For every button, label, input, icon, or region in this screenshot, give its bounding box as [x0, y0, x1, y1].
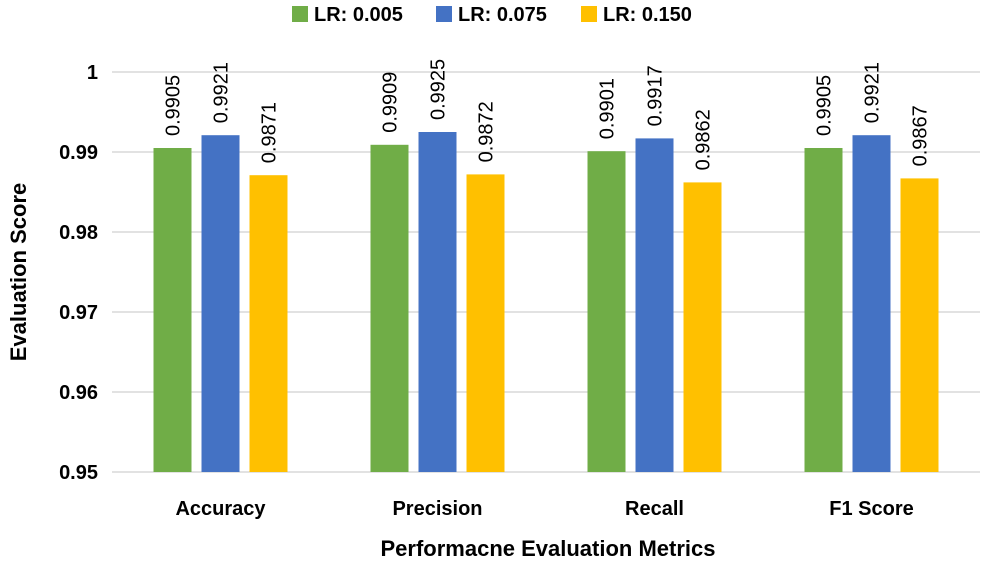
- bars: [153, 132, 939, 473]
- bar: [370, 144, 409, 473]
- legend-label: LR: 0.075: [458, 4, 547, 26]
- data-labels: 0.9905 0.9921 0.9871 0.9909 0.9925 0.9872 0.99…: [163, 59, 932, 171]
- bar: [249, 175, 288, 472]
- bar-value-label: 0.9862: [693, 109, 715, 170]
- legend-swatch: [292, 6, 308, 22]
- y-axis-ticks: 0.95 0.96 0.97 0.98 0.99 1: [59, 62, 98, 484]
- legend-swatch: [436, 6, 452, 22]
- legend-swatch: [581, 6, 597, 22]
- bar-value-label: 0.9921: [211, 62, 233, 123]
- y-tick-label: 0.97: [59, 302, 98, 324]
- bar: [900, 178, 939, 472]
- bar-value-label: 0.9917: [645, 65, 667, 126]
- bar: [683, 182, 722, 472]
- bar-value-label: 0.9905: [814, 75, 836, 136]
- legend-label: LR: 0.150: [603, 4, 692, 26]
- x-tick-label: Recall: [625, 498, 684, 520]
- bar-value-label: 0.9925: [428, 59, 450, 120]
- bar: [418, 132, 457, 472]
- x-tick-label: F1 Score: [829, 498, 913, 520]
- bar: [466, 174, 505, 472]
- bar: [201, 135, 240, 472]
- bar-value-label: 0.9909: [380, 72, 402, 133]
- legend: LR: 0.005 LR: 0.075 LR: 0.150: [292, 4, 692, 26]
- gridlines: [112, 71, 980, 473]
- y-tick-label: 1: [87, 62, 98, 84]
- x-axis-title: Performacne Evaluation Metrics: [380, 536, 715, 561]
- bar: [804, 148, 843, 472]
- y-tick-label: 0.95: [59, 462, 98, 484]
- bar: [852, 135, 891, 472]
- bar: [153, 148, 192, 472]
- x-tick-label: Precision: [392, 498, 482, 520]
- y-tick-label: 0.96: [59, 382, 98, 404]
- legend-label: LR: 0.005: [314, 4, 403, 26]
- bar-value-label: 0.9901: [597, 78, 619, 139]
- bar-value-label: 0.9905: [163, 75, 185, 136]
- y-tick-label: 0.99: [59, 142, 98, 164]
- y-tick-label: 0.98: [59, 222, 98, 244]
- bar-value-label: 0.9871: [259, 102, 281, 163]
- bar-value-label: 0.9921: [862, 62, 884, 123]
- x-axis-ticks: Accuracy Precision Recall F1 Score: [175, 498, 913, 520]
- bar: [587, 151, 626, 472]
- x-tick-label: Accuracy: [175, 498, 266, 520]
- bar-value-label: 0.9872: [476, 101, 498, 162]
- y-axis-title: Evaluation Score: [6, 183, 31, 362]
- bar-value-label: 0.9867: [910, 105, 932, 166]
- bar: [635, 138, 674, 472]
